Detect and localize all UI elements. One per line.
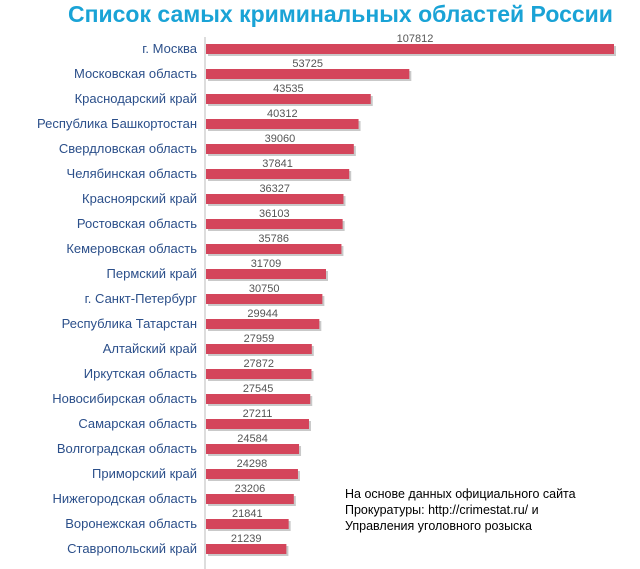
value-label: 29944 (247, 308, 278, 320)
value-label: 24298 (237, 458, 268, 470)
bar (206, 44, 614, 54)
source-note: На основе данных официального сайта Прок… (345, 486, 635, 534)
source-note-line-3: Управления уголовного розыска (345, 519, 533, 533)
value-label: 27211 (243, 408, 273, 420)
bar (206, 219, 343, 229)
value-label: 37841 (262, 158, 293, 170)
bar (206, 269, 326, 279)
bar (206, 319, 320, 329)
bar (206, 494, 294, 504)
category-label: Республика Татарстан (62, 316, 197, 331)
bar (206, 294, 323, 304)
value-label: 31709 (251, 258, 282, 270)
value-label: 30750 (249, 283, 280, 295)
category-label: Краснодарский край (75, 91, 197, 106)
category-label: Кемеровская область (66, 241, 197, 256)
chart-title: Список самых криминальных областей Росси… (68, 1, 613, 27)
bar (206, 469, 298, 479)
value-label: 27959 (244, 333, 275, 345)
value-label: 21841 (232, 508, 263, 520)
category-label: Самарская область (78, 416, 197, 431)
bar (206, 194, 344, 204)
value-label: 39060 (265, 133, 296, 145)
bar (206, 144, 354, 154)
category-label: Иркутская область (84, 366, 197, 381)
bar (206, 344, 312, 354)
value-label: 24584 (237, 433, 268, 445)
category-label: Республика Башкортостан (37, 116, 197, 131)
bar (206, 244, 342, 254)
value-label: 27872 (243, 358, 274, 370)
bar (206, 394, 311, 404)
source-note-line-1: На основе данных официального сайта (345, 487, 576, 501)
category-label: Приморский край (92, 466, 197, 481)
category-label: г. Санкт-Петербург (85, 291, 198, 306)
value-label: 107812 (397, 33, 434, 45)
value-label: 40312 (267, 108, 298, 120)
value-label: 35786 (258, 233, 289, 245)
value-label: 23206 (235, 483, 266, 495)
category-label: Пермский край (107, 266, 197, 281)
value-label: 53725 (292, 58, 323, 70)
category-label: Ростовская область (77, 216, 197, 231)
category-label: Волгоградская область (57, 441, 197, 456)
value-label: 36327 (259, 183, 290, 195)
category-label: Воронежская область (65, 516, 197, 531)
category-label: Красноярский край (82, 191, 197, 206)
bar (206, 419, 309, 429)
bar (206, 169, 350, 179)
category-label: Челябинская область (67, 166, 198, 181)
bar (206, 69, 410, 79)
category-label: Нижегородская область (52, 491, 197, 506)
value-label: 36103 (259, 208, 290, 220)
bar (206, 369, 312, 379)
bar (206, 444, 300, 454)
bar (206, 544, 287, 554)
bar (206, 519, 289, 529)
value-label: 21239 (231, 533, 262, 545)
category-label: г. Москва (142, 41, 198, 56)
category-label: Московская область (74, 66, 197, 81)
category-label: Новосибирская область (52, 391, 197, 406)
bar (206, 119, 359, 129)
bar (206, 94, 371, 104)
source-note-line-2: Прокуратуры: http://crimestat.ru/ и (345, 503, 539, 517)
category-label: Свердловская область (59, 141, 197, 156)
category-label: Алтайский край (103, 341, 197, 356)
category-label: Ставропольский край (67, 541, 197, 556)
value-label: 27545 (243, 383, 274, 395)
value-label: 43535 (273, 83, 304, 95)
